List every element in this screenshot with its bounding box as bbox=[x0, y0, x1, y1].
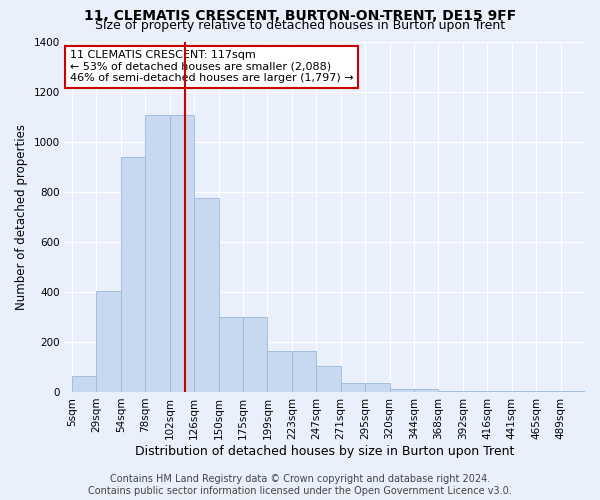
Bar bbox=[463, 390, 487, 392]
Text: 11 CLEMATIS CRESCENT: 117sqm
← 53% of detached houses are smaller (2,088)
46% of: 11 CLEMATIS CRESCENT: 117sqm ← 53% of de… bbox=[70, 50, 353, 84]
Text: Contains HM Land Registry data © Crown copyright and database right 2024.
Contai: Contains HM Land Registry data © Crown c… bbox=[88, 474, 512, 496]
Bar bbox=[365, 383, 389, 392]
Bar bbox=[439, 390, 463, 392]
Text: 11, CLEMATIS CRESCENT, BURTON-ON-TRENT, DE15 9FF: 11, CLEMATIS CRESCENT, BURTON-ON-TRENT, … bbox=[84, 9, 516, 23]
Bar bbox=[72, 376, 97, 392]
Bar bbox=[316, 366, 341, 392]
Bar bbox=[536, 390, 560, 392]
Text: Size of property relative to detached houses in Burton upon Trent: Size of property relative to detached ho… bbox=[95, 19, 505, 32]
Bar bbox=[97, 290, 121, 392]
Bar bbox=[560, 390, 585, 392]
Bar bbox=[292, 350, 316, 392]
Bar bbox=[512, 390, 536, 392]
Bar bbox=[121, 156, 145, 392]
Bar bbox=[389, 390, 414, 392]
Bar bbox=[243, 317, 268, 392]
Bar bbox=[145, 116, 170, 392]
Bar bbox=[341, 383, 365, 392]
Bar bbox=[487, 390, 512, 392]
Bar bbox=[268, 350, 292, 392]
Bar bbox=[194, 198, 218, 392]
Y-axis label: Number of detached properties: Number of detached properties bbox=[15, 124, 28, 310]
Bar bbox=[170, 116, 194, 392]
Bar bbox=[218, 317, 243, 392]
X-axis label: Distribution of detached houses by size in Burton upon Trent: Distribution of detached houses by size … bbox=[135, 444, 515, 458]
Bar bbox=[414, 390, 439, 392]
